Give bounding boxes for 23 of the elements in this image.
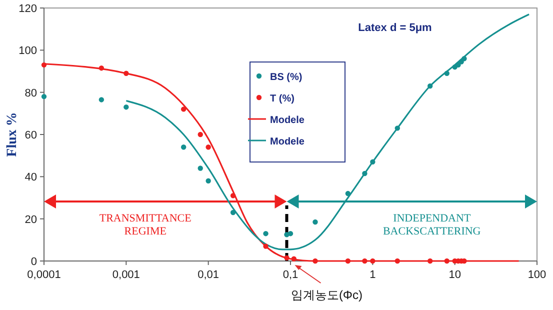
y-tick-label: 20 — [24, 214, 37, 226]
text: Latex d = 5μm — [358, 22, 432, 34]
legend-label: T (%) — [270, 94, 294, 104]
x-tick-label: 0,001 — [112, 269, 140, 281]
legend-label: BS (%) — [270, 72, 302, 83]
y-tick-label: 100 — [18, 45, 37, 58]
legend-label: Modele — [270, 115, 305, 126]
y-axis-title: Flux % — [5, 112, 20, 157]
x-tick-label: 0,01 — [198, 269, 220, 281]
y-tick-label: 0 — [30, 256, 37, 268]
x-tick-label: 0,0001 — [27, 269, 61, 281]
y-tick-label: 60 — [24, 130, 37, 142]
annotation: INDEPENDANT BACKSCATTERING — [382, 212, 481, 238]
y-tick-label: 40 — [24, 172, 37, 184]
x-tick-label: 0,1 — [282, 269, 298, 281]
x-tick-label: 1 — [370, 269, 376, 281]
y-tick-label: 120 — [18, 3, 37, 15]
x-tick-label: 100 — [528, 269, 546, 281]
annotation: TRANSMITTANCE REGIME — [99, 212, 192, 238]
x-tick-label: 10 — [448, 269, 461, 281]
text: 임계농도(Φc) — [290, 288, 363, 302]
legend-label: Modele — [270, 136, 305, 148]
y-tick-label: 80 — [24, 87, 37, 100]
